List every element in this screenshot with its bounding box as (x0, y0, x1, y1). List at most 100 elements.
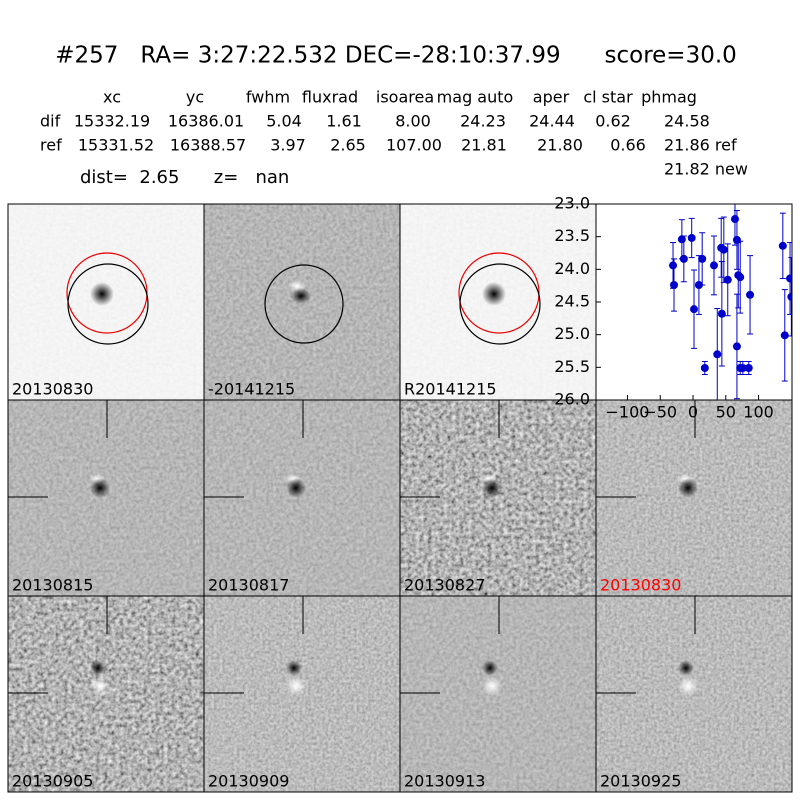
stamp: 20130830 (7, 203, 205, 401)
point (746, 290, 755, 299)
stamp-label: R20141215 (404, 380, 497, 399)
stamp: 20130913 (399, 595, 597, 793)
source (678, 660, 694, 676)
point (709, 261, 718, 270)
point (700, 363, 709, 372)
point (723, 275, 732, 284)
point (717, 309, 726, 318)
column-header: aper (533, 88, 570, 107)
point (780, 331, 789, 340)
stamp-label: 20130830 (600, 576, 681, 595)
source (90, 282, 114, 306)
point (687, 233, 696, 242)
dist-line: dist= 2.65 z= nan (80, 167, 289, 188)
column-header: cl star (583, 88, 633, 107)
extra-value: 21.82 new (664, 160, 748, 179)
y-tick-label: 23.5 (554, 226, 590, 245)
point (732, 235, 741, 244)
stamp-label: 20130827 (404, 576, 485, 595)
x-tick-label: 50 (716, 403, 736, 422)
stamp: 20130925 (595, 595, 793, 793)
stamp-image (204, 400, 400, 596)
cell: 16388.57 (170, 136, 246, 155)
x-tick-label: −100 (605, 403, 649, 422)
cell: 15332.19 (74, 112, 150, 131)
point (670, 281, 679, 290)
point (787, 292, 792, 301)
stamp-label: -20141215 (208, 380, 295, 399)
title: #257 RA= 3:27:22.532 DEC=-28:10:37.99 sc… (55, 43, 737, 69)
plot-data (669, 204, 792, 400)
column-header: yc (186, 88, 204, 107)
stamp: 20130815 (7, 399, 205, 597)
stamp-label: 20130909 (208, 772, 289, 791)
column-header: fluxrad (302, 88, 358, 107)
source-light (90, 676, 110, 696)
cell: 8.00 (395, 112, 431, 131)
stamp: 20130909 (203, 595, 401, 793)
source (286, 660, 302, 676)
stamp-image (596, 400, 792, 596)
source (291, 288, 311, 304)
point (719, 245, 728, 254)
y-tick-label: 26.0 (554, 390, 590, 409)
point (732, 342, 741, 351)
point (690, 305, 698, 314)
y-tick-label: 24.0 (554, 259, 590, 278)
cell: 15331.52 (78, 136, 154, 155)
source (286, 478, 306, 498)
point (679, 254, 688, 263)
cell: 0.62 (595, 112, 631, 131)
column-header: phmag (641, 88, 697, 107)
point (786, 274, 792, 283)
stamp-label: 20130905 (12, 772, 93, 791)
cell: 24.23 (460, 112, 506, 131)
stamp: 20130817 (203, 399, 401, 597)
point (736, 273, 745, 282)
source (90, 660, 106, 676)
x-tick-label: −50 (643, 403, 677, 422)
point (738, 363, 747, 372)
cell: 107.00 (386, 136, 442, 155)
point (669, 261, 678, 270)
cell: 5.04 (266, 112, 302, 131)
column-header: mag auto (437, 88, 514, 107)
cell: 1.61 (326, 112, 362, 131)
source (678, 478, 698, 498)
cell: 21.80 (537, 136, 583, 155)
stamp: 20130830 (595, 399, 793, 597)
column-header: isoarea (376, 88, 434, 107)
source (482, 478, 502, 498)
stamp: 20130827 (399, 399, 597, 597)
y-tick-label: 25.5 (554, 357, 590, 376)
x-tick-label: 0 (688, 403, 698, 422)
point (730, 215, 739, 224)
point (744, 363, 753, 372)
y-tick-label: 24.5 (554, 292, 590, 311)
row-label: ref (40, 136, 62, 155)
cell: 3.97 (270, 136, 306, 155)
cell: 0.66 (610, 136, 646, 155)
stamp-label: 20130830 (12, 380, 93, 399)
point (778, 241, 787, 250)
stamp: -20141215 (203, 203, 401, 401)
stamp: 20130905 (7, 595, 205, 793)
plot-frame (595, 203, 793, 401)
cell: 2.65 (330, 136, 366, 155)
aperture-circle (264, 264, 344, 344)
source (482, 282, 506, 306)
cell: 21.81 (461, 136, 507, 155)
source-light (286, 676, 306, 696)
x-tick-label: 100 (743, 403, 774, 422)
cell: 24.58 (664, 112, 710, 131)
stamp-label: 20130815 (12, 576, 93, 595)
stamp-image (400, 400, 596, 596)
stamp-image (8, 400, 204, 596)
stamp-label: 20130817 (208, 576, 289, 595)
source (90, 478, 110, 498)
aperture-circle (67, 263, 149, 345)
stamp-label: 20130925 (600, 772, 681, 791)
y-tick-label: 23.0 (554, 194, 590, 213)
stamp-label: 20130913 (404, 772, 485, 791)
